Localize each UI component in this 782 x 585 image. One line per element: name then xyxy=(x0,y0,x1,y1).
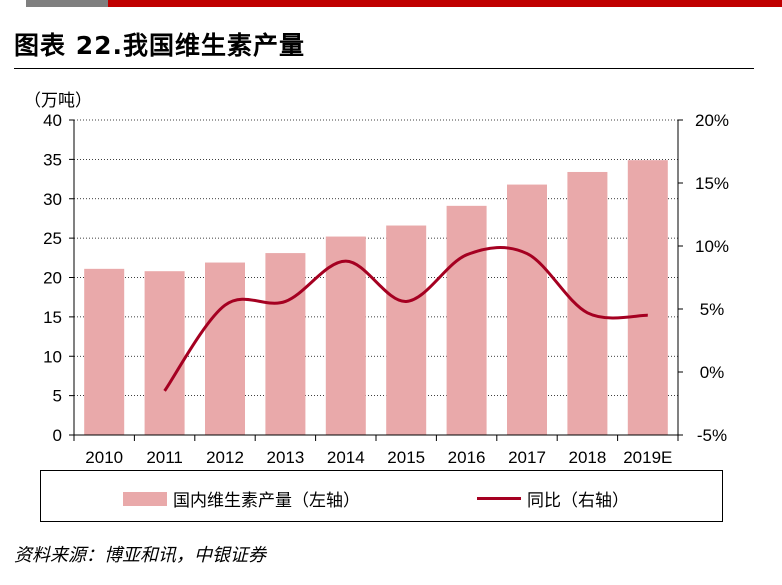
bar-2014 xyxy=(325,236,366,435)
x-tick-label: 2014 xyxy=(327,448,365,467)
x-tick-label: 2010 xyxy=(85,448,123,467)
right-tick-label: 10% xyxy=(695,237,729,256)
bar-series xyxy=(84,160,668,435)
x-axis-ticks: 2010 2011 2012 2013 2014 2015 2016 2017 2018 2019… xyxy=(73,435,679,467)
left-tick-label: 40 xyxy=(43,111,62,130)
chart-title: 图表 22.我国维生素产量 xyxy=(14,31,305,60)
left-tick-label: 15 xyxy=(43,308,62,327)
legend-label-line: 同比（右轴） xyxy=(527,491,629,511)
left-axis-ticks: 0 5 10 15 20 25 30 35 40 xyxy=(43,111,74,445)
right-tick-label: 0% xyxy=(700,363,725,382)
left-tick-label: 10 xyxy=(43,347,62,366)
yoy-line xyxy=(163,245,648,392)
legend-label-bar: 国内维生素产量（左轴） xyxy=(173,491,360,511)
top-accent-red xyxy=(108,0,782,7)
x-tick-label: 2015 xyxy=(387,448,425,467)
x-tick-label: 2017 xyxy=(508,448,546,467)
left-tick-label: 5 xyxy=(53,387,62,406)
bar-2010 xyxy=(84,268,125,435)
title-divider xyxy=(14,68,754,69)
left-tick-label: 20 xyxy=(43,269,62,288)
legend-item-line: 同比（右轴） xyxy=(477,486,629,511)
x-tick-label: 2013 xyxy=(266,448,304,467)
left-tick-label: 0 xyxy=(53,426,62,445)
bar-2013 xyxy=(265,253,306,435)
left-tick-label: 30 xyxy=(43,190,62,209)
legend-item-bar: 国内维生素产量（左轴） xyxy=(123,486,360,511)
bar-2019E xyxy=(627,160,668,435)
legend-swatch-line xyxy=(477,497,521,500)
x-tick-label: 2019E xyxy=(623,448,672,467)
legend: 国内维生素产量（左轴） 同比（右轴） xyxy=(40,470,723,522)
top-accent-gray xyxy=(26,0,108,7)
legend-swatch-bar xyxy=(123,491,167,506)
right-tick-label: 15% xyxy=(695,174,729,193)
right-axis-ticks: -5% 0% 5% 10% 15% 20% xyxy=(678,111,729,445)
bar-2011 xyxy=(144,271,185,435)
left-tick-label: 25 xyxy=(43,229,62,248)
y-axis-unit-label: （万吨） xyxy=(24,91,92,111)
bar-2016 xyxy=(446,205,487,435)
right-tick-label: 20% xyxy=(695,111,729,130)
x-tick-label: 2011 xyxy=(146,448,183,467)
source-note: 资料来源：博亚和讯，中银证券 xyxy=(14,545,266,566)
x-tick-label: 2018 xyxy=(568,448,606,467)
x-tick-label: 2012 xyxy=(206,448,244,467)
left-tick-label: 35 xyxy=(43,150,62,169)
bar-2015 xyxy=(386,225,427,435)
bar-2012 xyxy=(205,262,245,435)
right-tick-label: 5% xyxy=(700,300,725,319)
x-tick-label: 2016 xyxy=(448,448,486,467)
bar-2017 xyxy=(507,184,547,435)
line-series xyxy=(163,245,648,392)
right-tick-label: -5% xyxy=(697,426,727,445)
